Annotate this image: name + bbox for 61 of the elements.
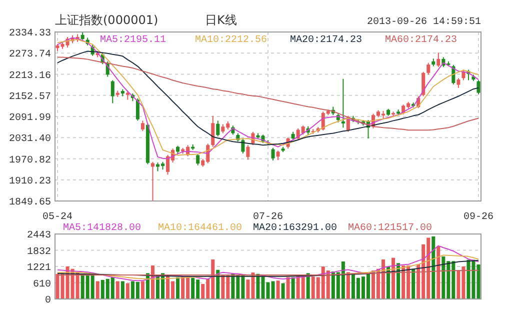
text: MA20:2174.23: [290, 35, 362, 46]
candlestick: [216, 120, 220, 137]
bar: [281, 283, 285, 299]
chart-subtitle: 日K线: [205, 13, 237, 27]
bar: [412, 268, 416, 299]
text: 2013-09-26 14:59:51: [366, 17, 481, 28]
bar: [291, 277, 295, 299]
y-tick-label: 1970.82: [8, 155, 51, 166]
bar: [116, 281, 120, 299]
text: MA20:163291.00: [253, 223, 338, 234]
candlestick: [276, 150, 280, 161]
bar: [176, 277, 180, 299]
y-tick-label: 0: [44, 296, 51, 306]
candlestick: [126, 90, 130, 100]
x-tick-label: 07-26: [252, 212, 284, 223]
y-tick-label: 610: [32, 279, 51, 290]
y-tick-label: 1832: [26, 246, 51, 258]
text: MA60:121517.00: [348, 223, 432, 234]
candlestick: [140, 120, 144, 132]
candlestick: [271, 147, 275, 161]
chart-title: 上证指数(000001): [55, 13, 158, 27]
bar: [126, 283, 130, 299]
y-tick-label: 1849.65: [8, 198, 51, 208]
bar: [436, 246, 440, 299]
y-tick-label: 2152.57: [8, 92, 51, 103]
y-tick-label: 2443: [26, 230, 51, 242]
candlestick: [341, 78, 345, 128]
x-tick-label: 09-26: [463, 212, 494, 223]
candlestick: [456, 78, 460, 88]
candlestick: [196, 154, 200, 166]
candlestick: [150, 161, 154, 202]
line-series: [57, 260, 479, 277]
bar: [120, 281, 124, 299]
candlestick: [476, 80, 480, 95]
series-label: MA5:2195.11: [100, 35, 166, 46]
text: MA5:141828.00: [63, 223, 142, 234]
text: MA10:2212.56: [195, 35, 268, 46]
bar: [96, 281, 100, 299]
text: MA60:2174.23: [385, 35, 458, 46]
y-tick-label: 2091.99: [8, 113, 51, 124]
y-tick-label: 2273.74: [8, 50, 51, 61]
candlestick: [241, 138, 245, 154]
y-tick-label: 1221: [26, 263, 51, 274]
bar: [346, 272, 350, 299]
candlestick: [110, 80, 114, 104]
candlestick: [211, 115, 215, 148]
bar: [432, 236, 436, 299]
y-tick-label: 2213.16: [8, 70, 51, 82]
bar: [306, 273, 310, 299]
candlestick: [436, 52, 440, 68]
bar: [140, 281, 144, 299]
candlestick: [426, 62, 430, 76]
bar: [276, 280, 280, 299]
x-tick-label: 05-24: [42, 212, 73, 223]
candlestick: [136, 98, 140, 122]
text: MA10:164461.00: [158, 223, 242, 234]
candlestick: [246, 144, 250, 160]
y-tick-label: 2031.40: [8, 134, 51, 146]
y-tick-label: 2334.33: [8, 28, 51, 40]
y-tick-label: 1910.23: [8, 176, 51, 188]
bar: [286, 277, 290, 299]
